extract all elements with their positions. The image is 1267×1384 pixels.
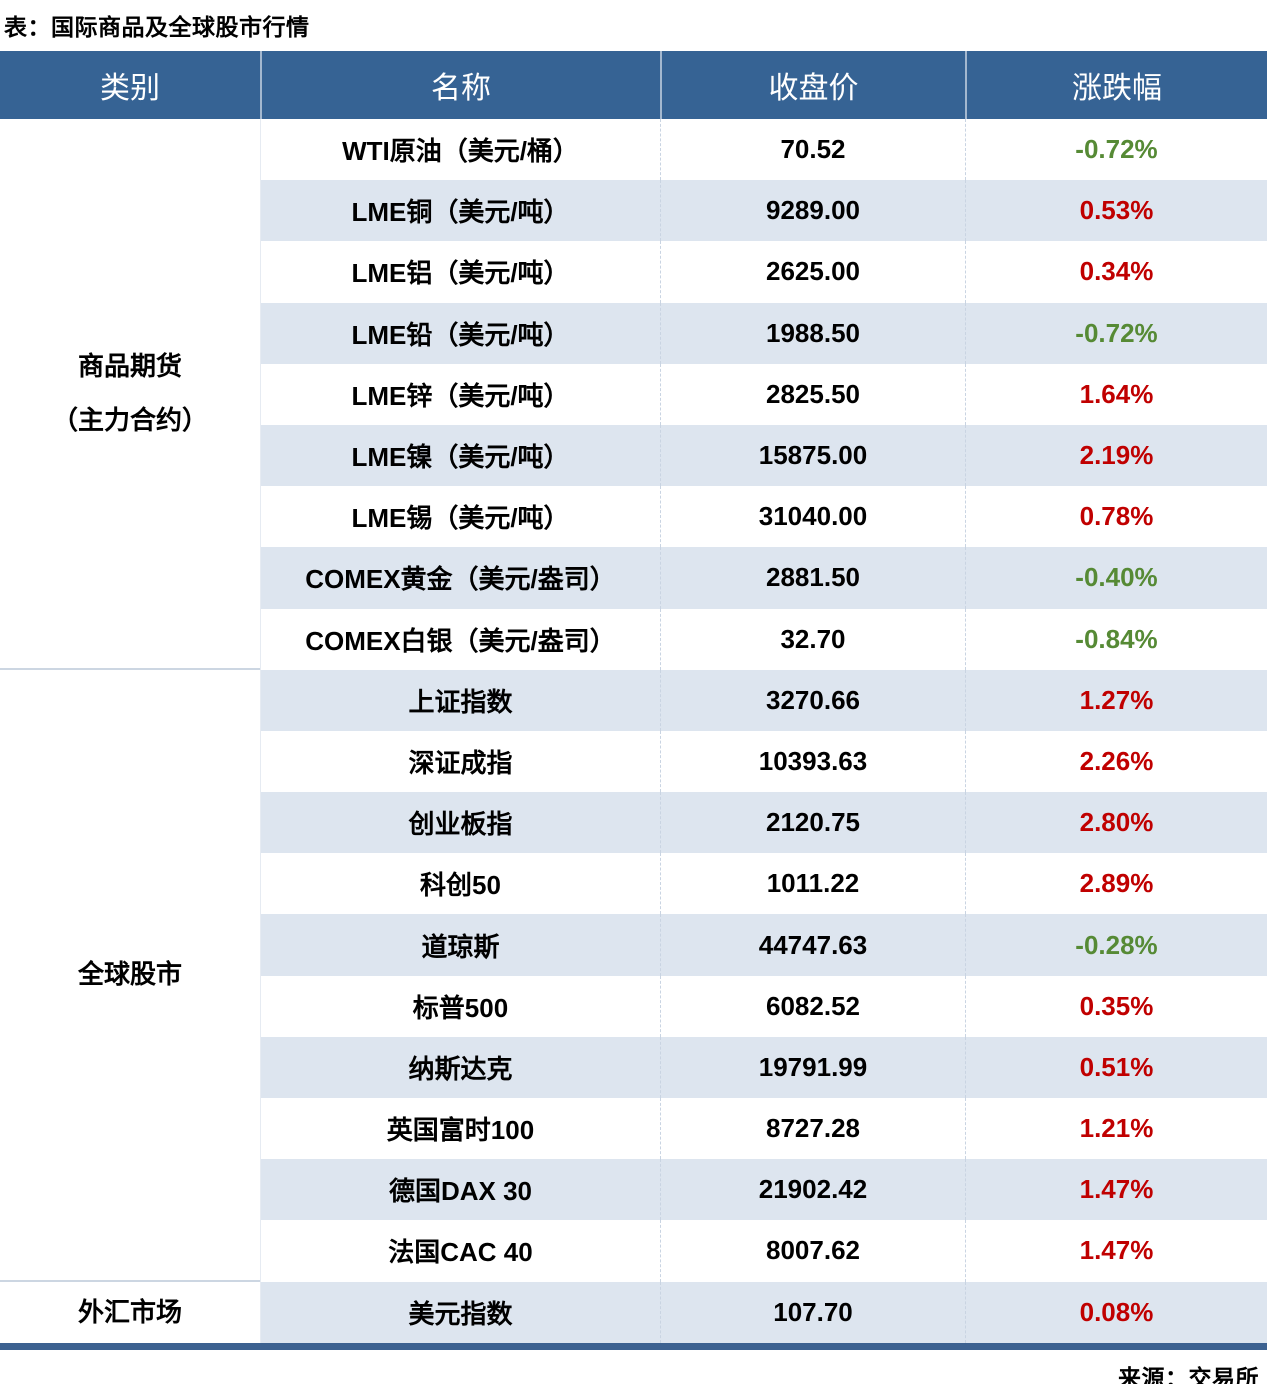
name-cell: LME锡（美元/吨） xyxy=(260,486,660,548)
category-line: 外汇市场 xyxy=(77,1296,182,1327)
change-cell: 1.21% xyxy=(965,1098,1267,1160)
close-cell: 8727.28 xyxy=(660,1098,965,1160)
name-cell: 美元指数 xyxy=(260,1281,660,1343)
change-cell: 2.80% xyxy=(965,792,1267,854)
name-cell: COMEX白银（美元/盎司） xyxy=(260,608,660,670)
name-cell: LME铜（美元/吨） xyxy=(260,180,660,242)
name-cell: 深证成指 xyxy=(260,730,660,793)
close-cell: 1011.22 xyxy=(660,853,965,915)
header-name: 名称 xyxy=(260,51,660,119)
name-cell: LME锌（美元/吨） xyxy=(260,363,660,425)
close-cell: 2120.75 xyxy=(660,792,965,854)
change-cell: 0.08% xyxy=(965,1281,1267,1343)
change-cell: -0.84% xyxy=(965,608,1267,670)
change-cell: 1.47% xyxy=(965,1159,1267,1221)
category-cell-fx-market: 外汇市场 xyxy=(0,1281,260,1343)
header-close: 收盘价 xyxy=(660,51,965,119)
change-cell: 1.27% xyxy=(965,669,1267,731)
close-cell: 107.70 xyxy=(660,1281,965,1343)
name-cell: 英国富时100 xyxy=(260,1098,660,1160)
source-note: 来源：交易所 xyxy=(1118,1364,1259,1384)
change-cell: -0.72% xyxy=(965,302,1267,364)
close-cell: 44747.63 xyxy=(660,914,965,976)
close-cell: 9289.00 xyxy=(660,180,965,242)
name-cell: 德国DAX 30 xyxy=(260,1159,660,1221)
name-cell: WTI原油（美元/桶） xyxy=(260,119,660,181)
close-cell: 8007.62 xyxy=(660,1220,965,1282)
close-cell: 31040.00 xyxy=(660,486,965,548)
change-cell: 0.78% xyxy=(965,486,1267,548)
change-cell: -0.40% xyxy=(965,547,1267,609)
category-line: 全球股市 xyxy=(77,959,182,990)
change-cell: 0.34% xyxy=(965,241,1267,303)
close-cell: 19791.99 xyxy=(660,1036,965,1098)
page-title: 表：国际商品及全球股市行情 xyxy=(4,14,310,40)
name-cell: 创业板指 xyxy=(260,792,660,854)
category-line: （主力合约） xyxy=(51,405,208,436)
close-cell: 70.52 xyxy=(660,119,965,181)
name-cell: 道琼斯 xyxy=(260,914,660,976)
change-cell: -0.28% xyxy=(965,914,1267,976)
name-cell: LME镍（美元/吨） xyxy=(260,424,660,487)
name-cell: LME铅（美元/吨） xyxy=(260,302,660,364)
close-cell: 15875.00 xyxy=(660,424,965,487)
change-cell: 1.47% xyxy=(965,1220,1267,1282)
change-cell: 0.51% xyxy=(965,1036,1267,1098)
name-cell: 上证指数 xyxy=(260,669,660,731)
category-cell-commodity-futures: 商品期货 （主力合约） xyxy=(0,119,260,670)
change-cell: 2.19% xyxy=(965,424,1267,487)
header-category: 类别 xyxy=(0,51,260,119)
close-cell: 21902.42 xyxy=(660,1159,965,1221)
name-cell: 法国CAC 40 xyxy=(260,1220,660,1282)
name-cell: COMEX黄金（美元/盎司） xyxy=(260,547,660,609)
change-cell: 2.89% xyxy=(965,853,1267,915)
header-change: 涨跌幅 xyxy=(965,51,1267,119)
name-cell: LME铝（美元/吨） xyxy=(260,241,660,303)
name-cell: 标普500 xyxy=(260,975,660,1037)
close-cell: 3270.66 xyxy=(660,669,965,731)
change-cell: 1.64% xyxy=(965,363,1267,425)
change-cell: 0.53% xyxy=(965,180,1267,242)
market-table: 类别 名称 收盘价 涨跌幅 商品期货 （主力合约） 全球股市 外汇市场 WTI原… xyxy=(0,51,1267,1350)
change-cell: 0.35% xyxy=(965,975,1267,1037)
change-cell: -0.72% xyxy=(965,119,1267,181)
close-cell: 1988.50 xyxy=(660,302,965,364)
close-cell: 32.70 xyxy=(660,608,965,670)
category-line: 商品期货 xyxy=(77,350,182,381)
name-cell: 纳斯达克 xyxy=(260,1036,660,1098)
close-cell: 6082.52 xyxy=(660,975,965,1037)
close-cell: 2881.50 xyxy=(660,547,965,609)
close-cell: 10393.63 xyxy=(660,730,965,793)
category-cell-global-stocks: 全球股市 xyxy=(0,669,260,1282)
close-cell: 2625.00 xyxy=(660,241,965,303)
change-cell: 2.26% xyxy=(965,730,1267,793)
close-cell: 2825.50 xyxy=(660,363,965,425)
name-cell: 科创50 xyxy=(260,853,660,915)
